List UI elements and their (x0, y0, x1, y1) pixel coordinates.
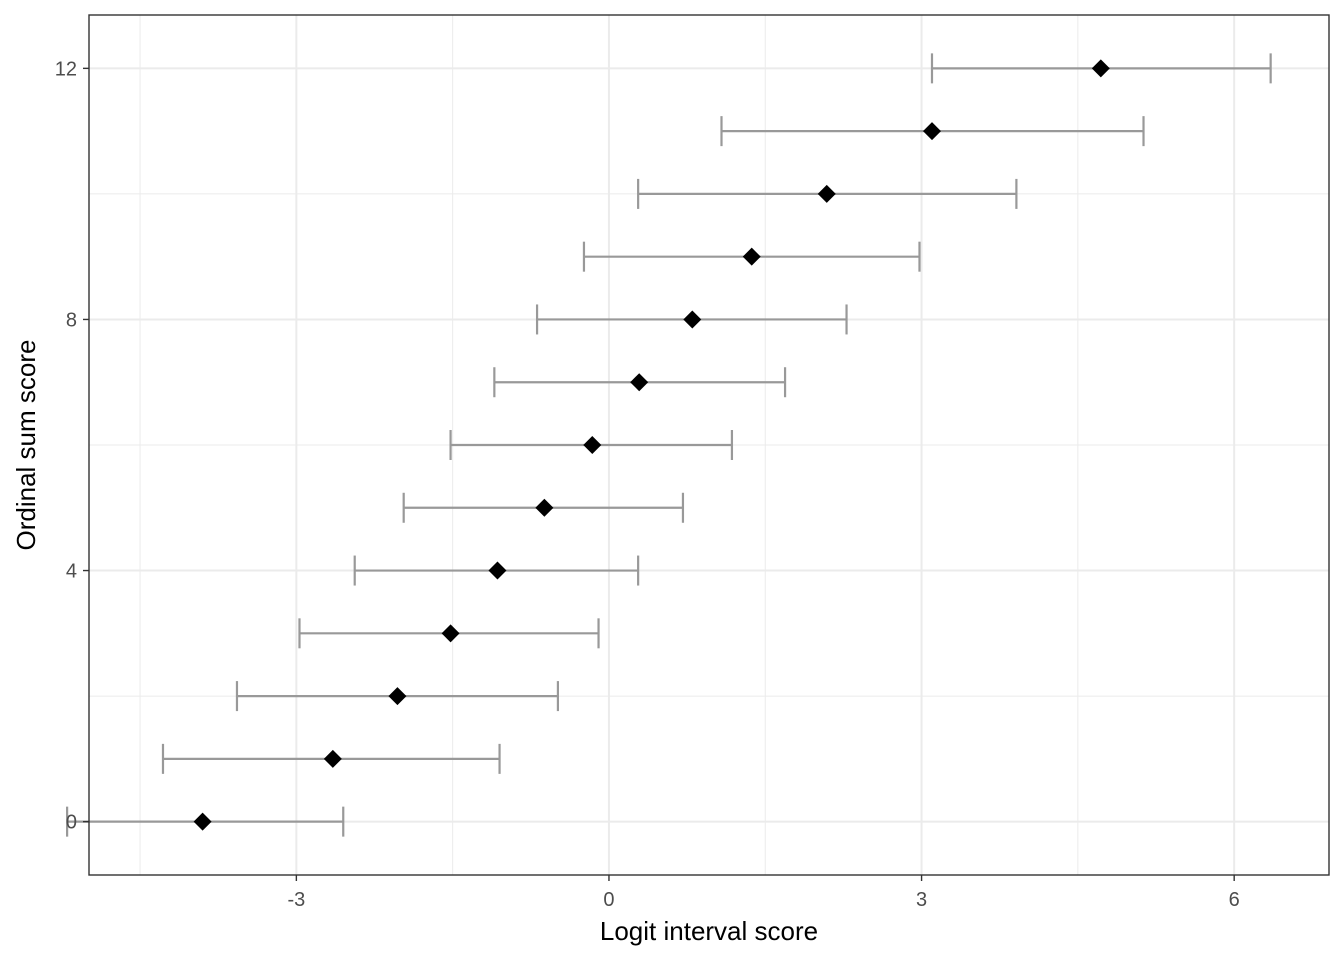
data-point-diamond (488, 561, 507, 580)
y-tick-label: 12 (55, 58, 77, 80)
points (193, 59, 1110, 831)
data-point-diamond (583, 436, 602, 454)
data-point-diamond (193, 812, 212, 831)
data-point-diamond (817, 184, 836, 203)
y-axis-title: Ordinal sum score (11, 340, 41, 551)
data-point-diamond (922, 122, 941, 141)
x-tick-label: 3 (916, 889, 927, 911)
data-point-diamond (535, 498, 554, 517)
y-tick-label: 8 (66, 309, 77, 331)
axes: -3 0 3 6 0 4 8 12 (55, 58, 1240, 911)
x-tick-label: 0 (603, 889, 614, 911)
data-point-diamond (630, 373, 649, 392)
data-point-diamond (742, 247, 761, 266)
data-point-diamond (323, 749, 342, 768)
data-point-diamond (1091, 59, 1110, 78)
x-axis-title: Logit interval score (600, 916, 818, 946)
data-point-diamond (441, 624, 460, 643)
y-tick-label: 4 (66, 561, 77, 583)
data-point-diamond (683, 310, 702, 329)
x-tick-label: -3 (287, 889, 305, 911)
panel-border (88, 14, 1330, 876)
y-tick-label: 0 (66, 812, 77, 834)
x-tick-label: 6 (1229, 889, 1240, 911)
data-point-diamond (388, 687, 407, 706)
